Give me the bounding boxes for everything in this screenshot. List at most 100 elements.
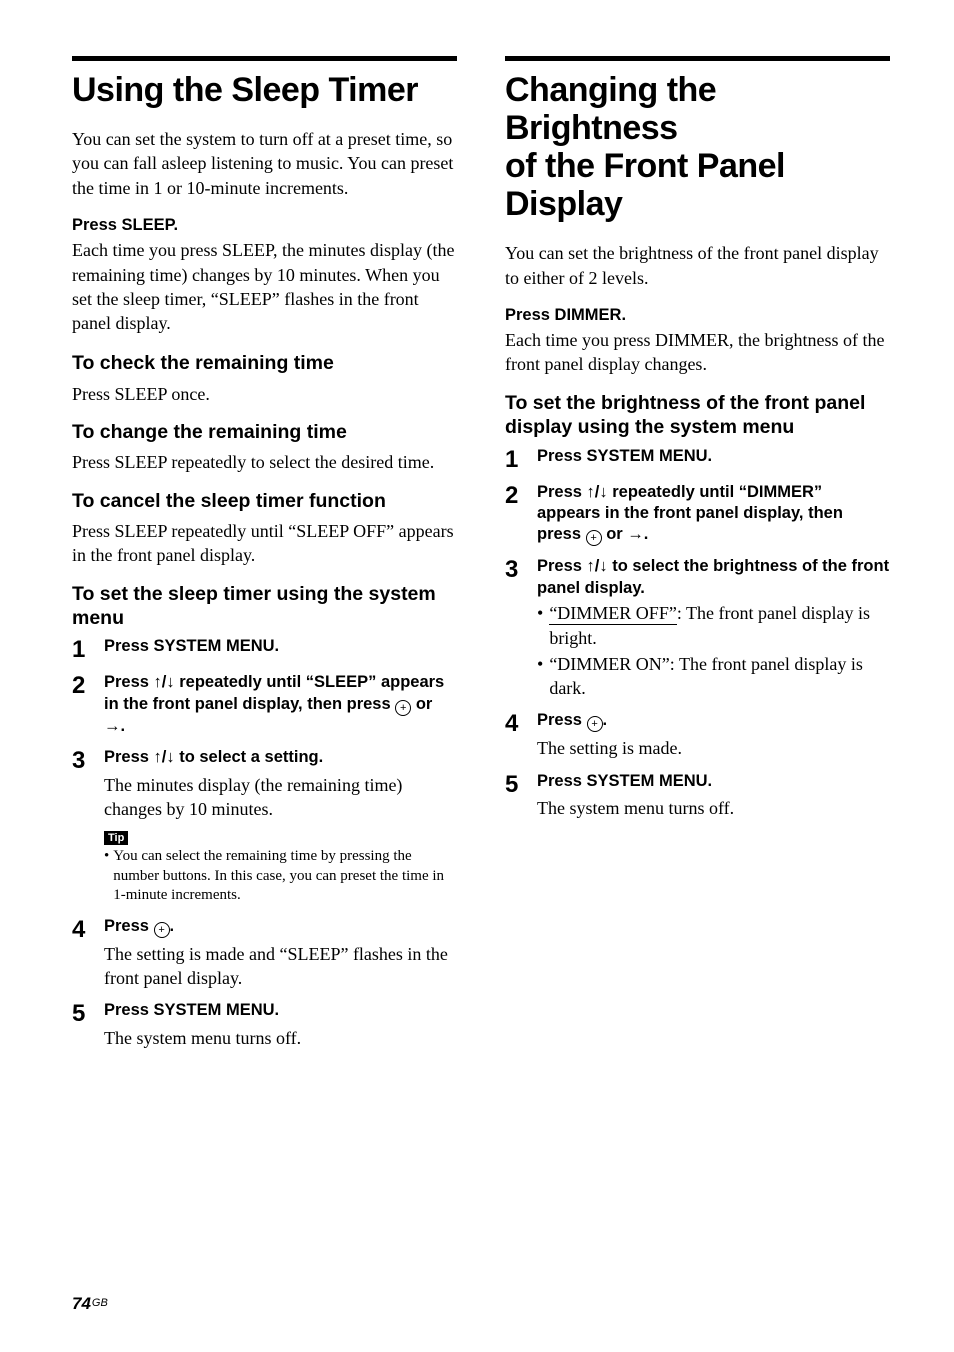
left-step-4: 4 Press +. The setting is made and “SLEE… [72,916,457,991]
step-head: Press +. [104,916,457,938]
enter-icon: + [154,922,170,938]
right-step-4: 4 Press +. The setting is made. [505,710,890,760]
enter-icon: + [586,530,602,546]
text: Press [537,557,587,575]
right-steps: 1 Press SYSTEM MENU. 2 Press ↑/↓ repeate… [505,446,890,821]
option-dimmer-on: • “DIMMER ON”: The front panel display i… [537,652,890,701]
check-body: Press SLEEP once. [72,382,457,406]
press-dimmer-label: Press DIMMER. [505,304,890,326]
right-step-3: 3 Press ↑/↓ to select the brightness of … [505,556,890,700]
step-body: Press SYSTEM MENU. [537,446,890,472]
up-down-icon: ↑/↓ [587,483,608,501]
right-title: Changing the Brightness of the Front Pan… [505,71,890,223]
step-sub: The minutes display (the remaining time)… [104,773,457,822]
text: or [602,525,628,543]
step-body: Press +. The setting is made and “SLEEP”… [104,916,457,991]
step-number: 2 [505,482,527,547]
step-body: Press SYSTEM MENU. [104,636,457,662]
section-rule [505,56,890,61]
step-head: Press ↑/↓ repeatedly until “SLEEP” appea… [104,672,457,737]
h2-check-remaining: To check the remaining time [72,351,457,375]
option-text: “DIMMER OFF”: The front panel display is… [549,601,890,650]
press-dimmer-body: Each time you press DIMMER, the brightne… [505,328,890,377]
step-head: Press +. [537,710,890,732]
right-step-5: 5 Press SYSTEM MENU. The system menu tur… [505,771,890,821]
left-step-2: 2 Press ↑/↓ repeatedly until “SLEEP” app… [72,672,457,737]
step-head: Press SYSTEM MENU. [537,446,890,467]
h2-set-brightness: To set the brightness of the front panel… [505,391,890,440]
step-head: Press SYSTEM MENU. [537,771,890,792]
right-arrow-icon: → [104,717,121,735]
step-number: 5 [505,771,527,821]
bullet-icon: • [537,652,543,701]
text: . [121,717,126,735]
up-down-icon: ↑/↓ [154,673,175,691]
h2-change-remaining: To change the remaining time [72,420,457,444]
press-sleep-body: Each time you press SLEEP, the minutes d… [72,238,457,335]
title-line-3: Display [505,185,622,223]
left-step-5: 5 Press SYSTEM MENU. The system menu tur… [72,1000,457,1050]
enter-icon: + [587,716,603,732]
step-body: Press ↑/↓ repeatedly until “DIMMER” appe… [537,482,890,547]
left-step-3: 3 Press ↑/↓ to select a setting. The min… [72,747,457,906]
step-sub: The system menu turns off. [537,796,890,820]
step-head: Press SYSTEM MENU. [104,1000,457,1021]
left-intro: You can set the system to turn off at a … [72,127,457,200]
change-body: Press SLEEP repeatedly to select the des… [72,450,457,474]
text: to select a setting. [175,748,324,766]
text: . [644,525,649,543]
page-columns: Using the Sleep Timer You can set the sy… [72,56,890,1060]
option-dimmer-off: • “DIMMER OFF”: The front panel display … [537,601,890,650]
step-number: 3 [72,747,94,906]
step-head: Press ↑/↓ to select the brightness of th… [537,556,890,599]
section-rule [72,56,457,61]
option-text: “DIMMER ON”: The front panel display is … [549,652,890,701]
h2-set-sleep: To set the sleep timer using the system … [72,582,457,631]
step-number: 5 [72,1000,94,1050]
step-number: 1 [72,636,94,662]
right-step-1: 1 Press SYSTEM MENU. [505,446,890,472]
left-column: Using the Sleep Timer You can set the sy… [72,56,457,1060]
tip-tag: Tip [104,831,128,845]
right-arrow-icon: → [627,525,644,543]
text: Press [104,917,154,935]
step-head: Press ↑/↓ to select a setting. [104,747,457,768]
step-sub: The system menu turns off. [104,1026,457,1050]
right-intro: You can set the brightness of the front … [505,241,890,290]
h2-cancel: To cancel the sleep timer function [72,489,457,513]
press-sleep-label: Press SLEEP. [72,214,457,236]
tip-line: • You can select the remaining time by p… [104,847,457,906]
bullet-icon: • [104,847,109,906]
text: Press [104,748,154,766]
step-sub: The setting is made and “SLEEP” flashes … [104,942,457,991]
text: . [603,711,608,729]
left-steps: 1 Press SYSTEM MENU. 2 Press ↑/↓ repeate… [72,636,457,1050]
region-code: GB [92,1297,108,1309]
page-number: 74 [72,1294,91,1313]
enter-icon: + [395,700,411,716]
right-column: Changing the Brightness of the Front Pan… [505,56,890,1060]
page-footer: 74GB [72,1294,108,1314]
left-title: Using the Sleep Timer [72,71,457,109]
text: Press [537,711,587,729]
step-number: 4 [505,710,527,760]
step-number: 2 [72,672,94,737]
text: Press [537,483,587,501]
step-body: Press +. The setting is made. [537,710,890,760]
step-body: Press SYSTEM MENU. The system menu turns… [104,1000,457,1050]
underline-text: “DIMMER OFF” [549,603,677,625]
step-body: Press ↑/↓ repeatedly until “SLEEP” appea… [104,672,457,737]
cancel-body: Press SLEEP repeatedly until “SLEEP OFF”… [72,519,457,568]
up-down-icon: ↑/↓ [587,557,608,575]
step-number: 1 [505,446,527,472]
step-sub: The setting is made. [537,736,890,760]
step-head: Press ↑/↓ repeatedly until “DIMMER” appe… [537,482,890,547]
bullet-icon: • [537,601,543,650]
step-number: 4 [72,916,94,991]
left-step-1: 1 Press SYSTEM MENU. [72,636,457,662]
step-number: 3 [505,556,527,700]
text: or [411,695,432,713]
right-step-2: 2 Press ↑/↓ repeatedly until “DIMMER” ap… [505,482,890,547]
step-body: Press ↑/↓ to select the brightness of th… [537,556,890,700]
up-down-icon: ↑/↓ [154,748,175,766]
